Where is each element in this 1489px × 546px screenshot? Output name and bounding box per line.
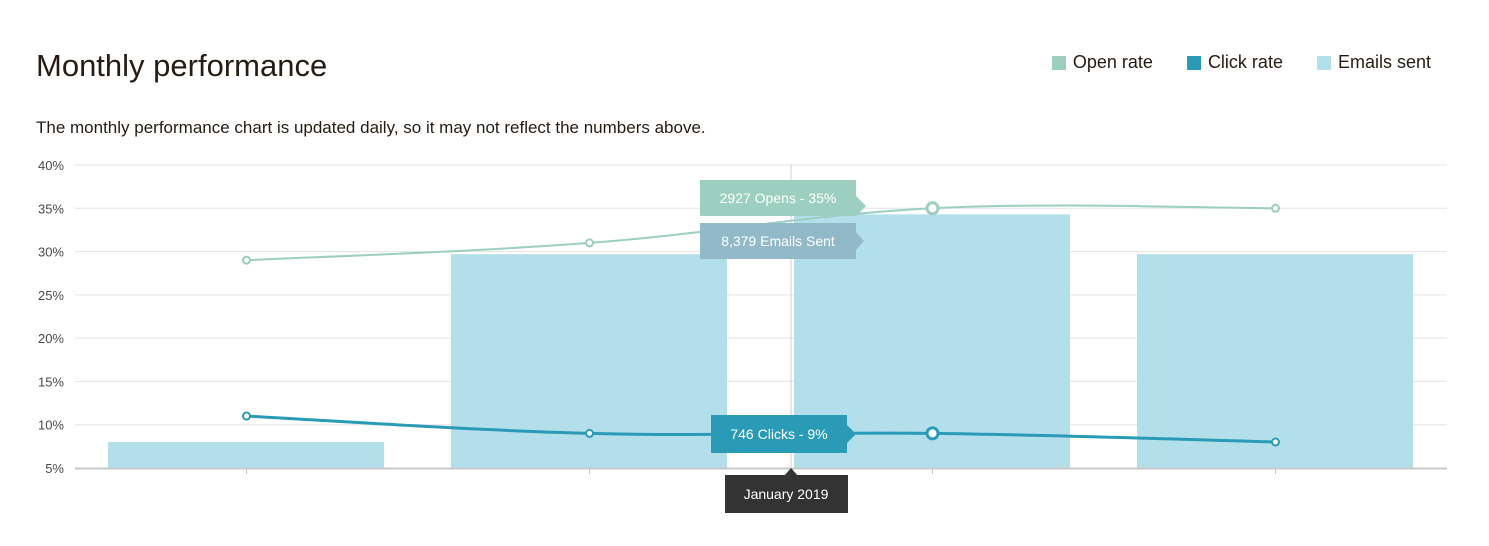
tooltip-emails-text: 8,379 Emails Sent bbox=[721, 233, 835, 249]
y-tick-label: 10% bbox=[38, 418, 64, 433]
y-tick-label: 5% bbox=[45, 461, 64, 476]
y-tick-label: 35% bbox=[38, 201, 64, 216]
tooltip-opens: 2927 Opens - 35% bbox=[700, 180, 866, 216]
emails-sent-bars bbox=[107, 214, 1414, 468]
tooltip-month: January 2019 bbox=[725, 468, 848, 513]
y-tick-label: 40% bbox=[38, 158, 64, 173]
tooltip-month-text: January 2019 bbox=[744, 486, 829, 502]
tooltip-emails: 8,379 Emails Sent bbox=[700, 223, 864, 259]
chart-legend: Open rate Click rate Emails sent bbox=[1051, 52, 1431, 73]
point-open-rate bbox=[925, 201, 940, 216]
y-tick-label: 30% bbox=[38, 245, 64, 260]
legend-label-click-rate: Click rate bbox=[1207, 52, 1283, 72]
point-open-rate bbox=[585, 238, 594, 248]
point-click-rate bbox=[925, 426, 940, 441]
point-click-rate bbox=[242, 411, 251, 421]
legend-label-emails-sent: Emails sent bbox=[1337, 52, 1431, 72]
point-open-rate bbox=[1271, 203, 1280, 213]
tooltip-opens-text: 2927 Opens - 35% bbox=[720, 190, 837, 206]
legend-swatch-open-rate bbox=[1051, 55, 1066, 70]
point-click-rate bbox=[585, 428, 594, 438]
x-axis bbox=[75, 467, 1447, 474]
y-tick-label: 15% bbox=[38, 374, 64, 389]
y-tick-label: 25% bbox=[38, 288, 64, 303]
chart-title: Monthly performance bbox=[36, 48, 328, 83]
bar-emails-sent bbox=[1136, 254, 1414, 468]
chart-subtitle: The monthly performance chart is updated… bbox=[36, 118, 706, 137]
point-click-rate bbox=[1271, 437, 1280, 447]
tooltip-clicks: 746 Clicks - 9% bbox=[711, 415, 856, 453]
legend-label-open-rate: Open rate bbox=[1072, 52, 1153, 72]
point-open-rate bbox=[242, 255, 251, 265]
legend-item-open-rate[interactable]: Open rate bbox=[1051, 52, 1153, 73]
bar-emails-sent bbox=[107, 442, 385, 468]
legend-item-emails-sent[interactable]: Emails sent bbox=[1316, 52, 1431, 73]
tooltip-clicks-text: 746 Clicks - 9% bbox=[730, 426, 827, 442]
legend-swatch-emails-sent bbox=[1316, 55, 1331, 70]
legend-item-click-rate[interactable]: Click rate bbox=[1186, 52, 1283, 73]
y-axis-ticks: 40% 35% 30% 25% 20% 15% 10% 5% bbox=[38, 158, 64, 476]
hover-tooltips: 2927 Opens - 35% 8,379 Emails Sent 746 C… bbox=[700, 180, 866, 513]
y-tick-label: 20% bbox=[38, 331, 64, 346]
legend-swatch-click-rate bbox=[1186, 55, 1201, 70]
